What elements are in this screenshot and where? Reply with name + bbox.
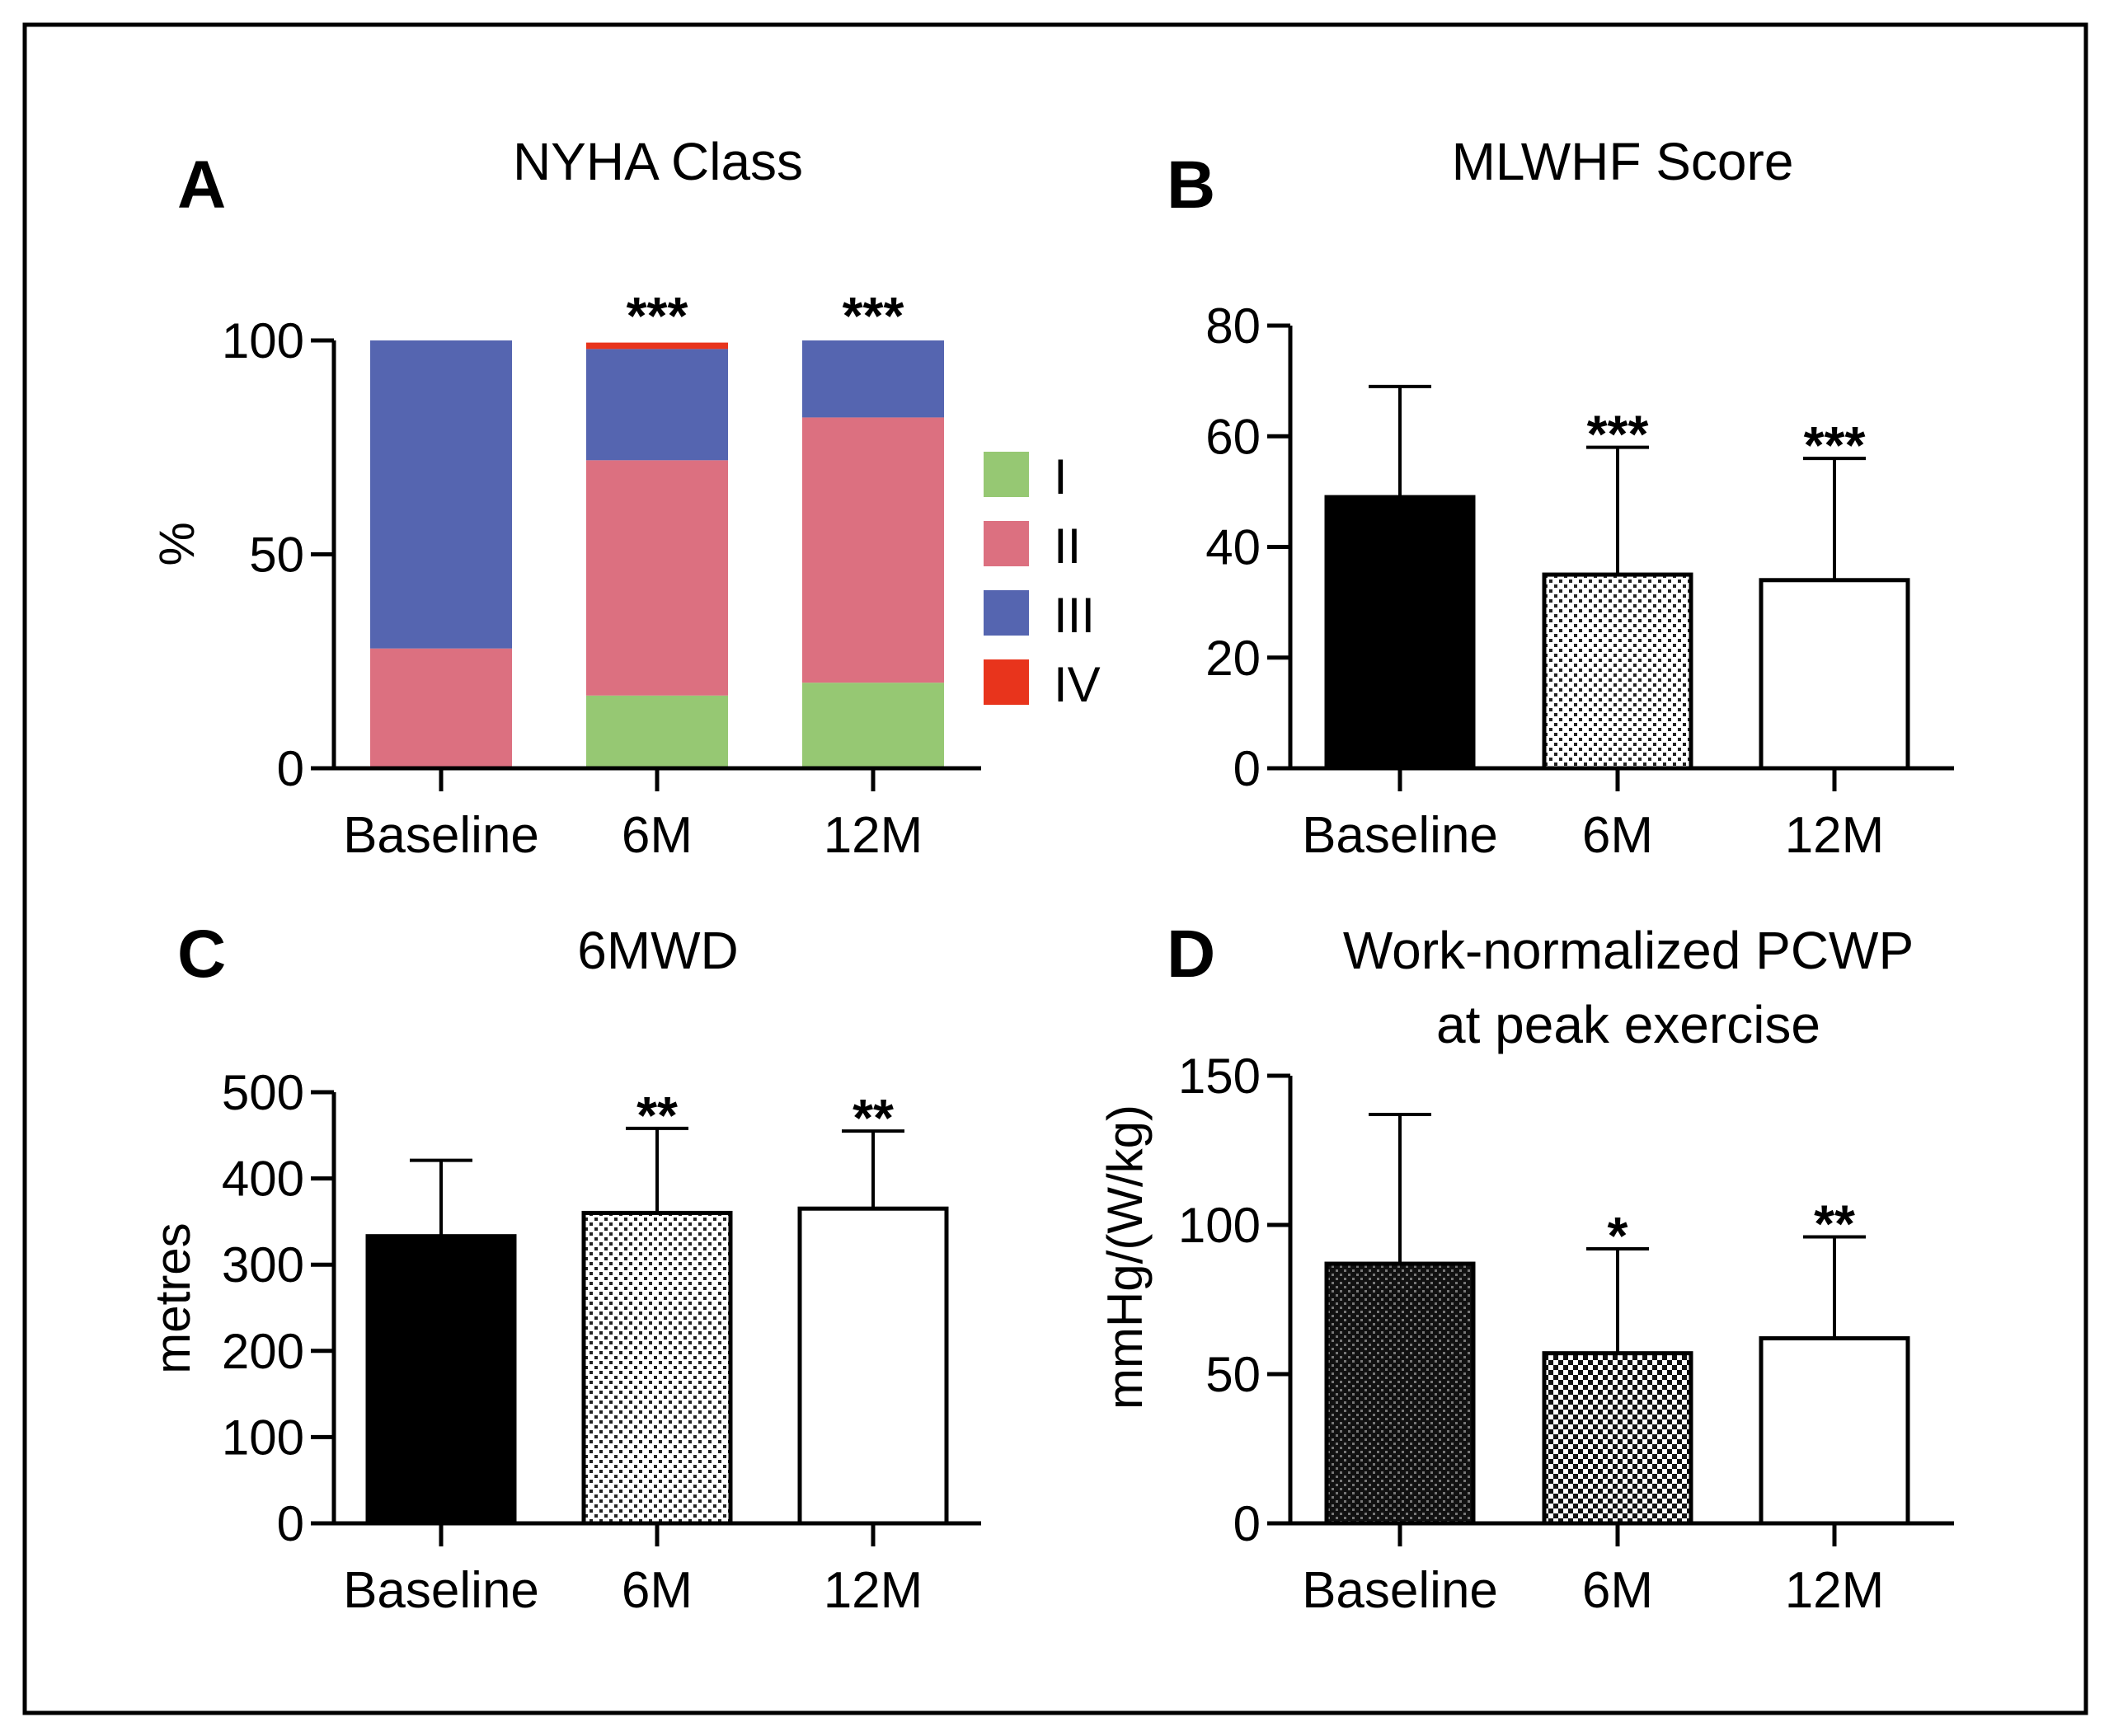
x-tick-label: Baseline <box>1302 1562 1498 1619</box>
x-tick-label: 6M <box>1582 807 1653 864</box>
bar-segment-iii-6m <box>586 349 728 461</box>
legend-label-iv: IV <box>1054 657 1101 712</box>
panel-letter-d: D <box>1167 917 1215 992</box>
bar-segment-ii-6m <box>586 460 728 696</box>
x-tick-label: 12M <box>824 807 923 864</box>
y-tick-label: 50 <box>249 528 304 583</box>
bar-segment-i-6m <box>586 695 728 768</box>
y-tick-label: 0 <box>277 1496 304 1551</box>
chart-title: MLWHF Score <box>1452 132 1794 191</box>
legend-label-iii: III <box>1054 588 1095 643</box>
y-axis-label: mmHg/(W/kg) <box>1097 1105 1153 1410</box>
bar-6m <box>581 1210 733 1526</box>
bar-segment-iv-6m <box>586 342 728 350</box>
significance-marker: * <box>1608 1206 1628 1265</box>
bar-baseline <box>1324 495 1476 771</box>
chart-marks: 0 50 100 Baseline 6M 12M *** *** <box>222 286 981 864</box>
significance-marker: *** <box>1804 415 1866 475</box>
legend-swatch-iv <box>984 659 1029 705</box>
x-tick-label: Baseline <box>343 1562 539 1619</box>
y-tick-label: 0 <box>1233 741 1261 796</box>
panel-a-nyha-class: A NYHA Class % 0 50 100 Baseline 6M 12M *** ***… <box>149 132 1101 864</box>
y-tick-label: 100 <box>222 313 304 368</box>
bar-6m <box>1542 1351 1693 1526</box>
x-tick-label: 12M <box>824 1562 923 1619</box>
bar-baseline <box>1324 1261 1476 1526</box>
bar-segment-iii-12m <box>802 340 944 418</box>
bar-12m <box>797 1206 949 1526</box>
legend-swatch-ii <box>984 521 1029 566</box>
x-tick-label: 6M <box>622 1562 693 1619</box>
bar-12m <box>1759 1336 1910 1526</box>
chart-marks: 0 100 200 300 400 500 Baseline 6M 12M ** ** <box>222 1065 981 1619</box>
chart-title: NYHA Class <box>513 132 803 191</box>
legend-label-ii: II <box>1054 518 1081 574</box>
chart-title-line-1: Work-normalized PCWP <box>1343 921 1914 980</box>
y-tick-label: 200 <box>222 1324 304 1379</box>
bar-segment-ii-12m <box>802 417 944 683</box>
y-tick-label: 0 <box>277 741 304 796</box>
y-tick-label: 80 <box>1205 298 1261 354</box>
y-tick-label: 40 <box>1205 520 1261 575</box>
y-tick-label: 60 <box>1205 409 1261 464</box>
significance-marker: ** <box>636 1086 678 1145</box>
y-tick-label: 500 <box>222 1065 304 1120</box>
x-tick-label: Baseline <box>343 807 539 864</box>
y-tick-label: 300 <box>222 1237 304 1293</box>
significance-marker: ** <box>853 1088 894 1147</box>
x-tick-label: 6M <box>622 807 693 864</box>
y-tick-label: 100 <box>1178 1198 1261 1253</box>
panel-b-mlwhf-score: B MLWHF Score 0 20 40 60 80 Baseline 6M 12M *** *… <box>1167 132 1954 864</box>
bar-segment-iii-baseline <box>370 340 512 649</box>
chart-title: 6MWD <box>577 921 739 980</box>
y-tick-label: 400 <box>222 1152 304 1207</box>
y-axis-label: metres <box>145 1222 200 1373</box>
significance-marker: *** <box>627 286 688 345</box>
panel-c-6mwd: C 6MWD metres 0 100 200 300 400 500 Baseline 6M… <box>145 917 981 1619</box>
panel-letter-c: C <box>177 917 226 992</box>
bar-segment-ii-baseline <box>370 648 512 768</box>
x-tick-label: 12M <box>1785 807 1885 864</box>
panel-letter-a: A <box>177 148 226 223</box>
y-axis-label: % <box>149 522 204 565</box>
panel-d-work-normalized-pcwp: D Work-normalized PCWP at peak exercise … <box>1097 917 1954 1619</box>
chart-title-line-2: at peak exercise <box>1436 995 1820 1054</box>
y-tick-label: 100 <box>222 1410 304 1465</box>
bar-segment-i-12m <box>802 683 944 768</box>
x-tick-label: Baseline <box>1302 807 1498 864</box>
legend-swatch-iii <box>984 590 1029 636</box>
significance-marker: *** <box>843 286 904 345</box>
y-tick-label: 150 <box>1178 1049 1261 1104</box>
y-tick-label: 50 <box>1205 1347 1261 1402</box>
bar-12m <box>1759 578 1910 771</box>
y-tick-label: 0 <box>1233 1496 1261 1551</box>
bar-6m <box>1542 572 1693 771</box>
y-tick-label: 20 <box>1205 631 1261 686</box>
significance-marker: ** <box>1814 1194 1855 1253</box>
legend-swatch-i <box>984 452 1029 497</box>
chart-marks: 0 20 40 60 80 Baseline 6M 12M *** *** <box>1205 298 1954 864</box>
legend-label-i: I <box>1054 449 1068 504</box>
panel-letter-b: B <box>1167 148 1215 223</box>
x-tick-label: 12M <box>1785 1562 1885 1619</box>
x-tick-label: 6M <box>1582 1562 1653 1619</box>
significance-marker: *** <box>1587 405 1649 464</box>
bar-baseline <box>365 1234 517 1526</box>
